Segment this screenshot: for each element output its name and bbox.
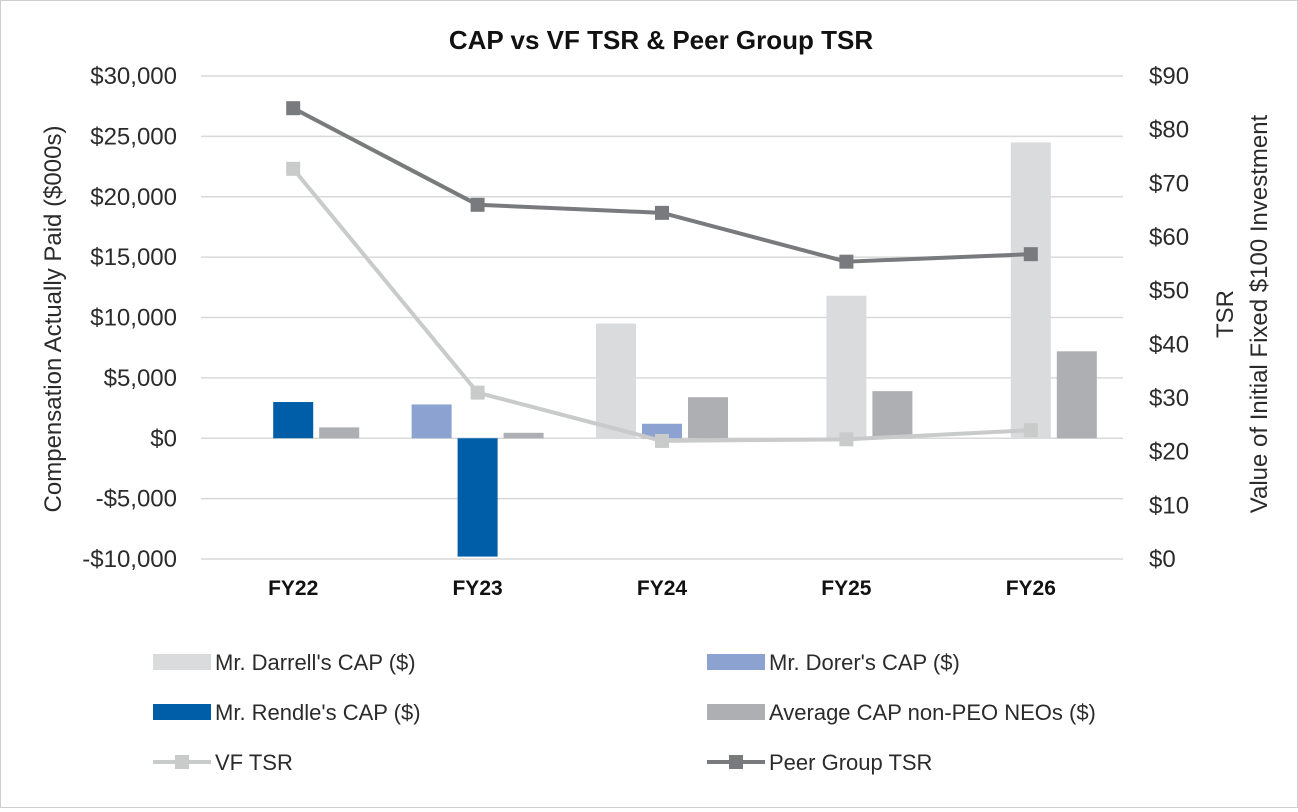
bar-mr-dorer-s-cap: [642, 423, 682, 439]
right-tick-label: $20: [1149, 439, 1189, 466]
peer-group-tsr-line: [292, 106, 1031, 264]
bar-average-cap-non-peo-neos: [688, 397, 728, 439]
left-tick-label: $20,000: [90, 184, 177, 211]
legend-swatch-mr-dorer-s-cap: [707, 654, 765, 670]
legend-label-peer-group-tsr: Peer Group TSR: [769, 750, 932, 775]
left-tick-label: $5,000: [104, 365, 177, 392]
bar-mr-rendle-s-cap: [457, 438, 498, 557]
bar-mr-dorer-s-cap: [411, 404, 452, 439]
left-tick-label: $0: [150, 425, 177, 452]
legend-marker-peer-group-tsr: [729, 755, 743, 769]
right-axis-title-line2: Value of Initial Fixed $100 Investment: [1246, 114, 1273, 513]
left-tick-label: -$5,000: [96, 486, 177, 513]
category-labels: FY22 FY23 FY24 FY25 FY26: [268, 577, 1056, 600]
left-tick-label: $15,000: [90, 244, 177, 271]
right-tick-label: $60: [1149, 224, 1189, 251]
peer-group-tsr-marker: [1023, 247, 1038, 262]
right-tick-label: $30: [1149, 385, 1189, 412]
peer-group-tsr-marker: [470, 197, 485, 212]
bar-mr-darrell-s-cap: [826, 295, 867, 439]
right-tick-label: $90: [1149, 63, 1189, 90]
bar-average-cap-non-peo-neos: [1056, 351, 1097, 439]
category-label: FY24: [637, 577, 688, 600]
left-tick-label: $10,000: [90, 305, 177, 332]
legend-label-mr-rendle-s-cap: Mr. Rendle's CAP ($): [215, 700, 421, 725]
left-axis-title: Compensation Actually Paid ($000s): [40, 126, 67, 513]
right-tick-label: $80: [1149, 117, 1189, 144]
peer-group-tsr-marker: [839, 254, 854, 269]
vf-tsr-marker: [1023, 423, 1038, 438]
legend-swatch-mr-rendle-s-cap: [153, 704, 211, 720]
legend-swatch-mr-darrell-s-cap: [153, 654, 211, 670]
gridlines: [201, 75, 1123, 560]
right-tick-label: $0: [1149, 546, 1176, 573]
vf-tsr-marker: [470, 385, 485, 400]
bar-mr-darrell-s-cap: [1010, 142, 1051, 439]
legend: Mr. Darrell's CAP ($) Mr. Dorer's CAP ($)…: [153, 650, 1096, 775]
category-label: FY25: [821, 577, 872, 600]
vf-tsr-marker: [839, 432, 854, 447]
peer-group-tsr-marker: [655, 205, 669, 220]
legend-marker-vf-tsr: [175, 755, 189, 769]
bar-average-cap-non-peo-neos: [503, 432, 544, 439]
right-axis-title-line1: TSR: [1212, 290, 1239, 338]
vf-tsr-marker: [655, 433, 669, 448]
right-tick-label: $70: [1149, 170, 1189, 197]
category-label: FY26: [1006, 577, 1056, 600]
category-label: FY23: [452, 577, 502, 600]
legend-label-mr-darrell-s-cap: Mr. Darrell's CAP ($): [215, 650, 416, 675]
left-tick-label: -$10,000: [82, 546, 177, 573]
right-tick-label: $50: [1149, 278, 1189, 305]
legend-label-average-cap-non-peo-neos: Average CAP non-PEO NEOs ($): [769, 700, 1096, 725]
bars: [273, 142, 1097, 557]
legend-swatch-average-cap-non-peo-neos: [707, 704, 765, 720]
bar-average-cap-non-peo-neos: [319, 427, 360, 439]
vf-tsr-marker: [286, 161, 301, 176]
left-tick-label: $25,000: [90, 123, 177, 150]
left-tick-label: $30,000: [90, 63, 177, 90]
right-tick-label: $10: [1149, 492, 1189, 519]
right-axis-ticks: $90 $80 $70 $60 $50 $40 $30 $20 $10 $0: [1149, 63, 1189, 573]
category-label: FY22: [268, 577, 318, 600]
right-tick-label: $40: [1149, 331, 1189, 358]
legend-label-vf-tsr: VF TSR: [215, 750, 293, 775]
left-axis-ticks: $30,000 $25,000 $20,000 $15,000 $10,000 $5,00…: [82, 63, 177, 573]
bar-average-cap-non-peo-neos: [872, 391, 913, 439]
bar-mr-rendle-s-cap: [273, 402, 314, 439]
chart-title: CAP vs VF TSR & Peer Group TSR: [449, 25, 874, 55]
legend-label-mr-dorer-s-cap: Mr. Dorer's CAP ($): [769, 650, 960, 675]
peer-group-tsr-marker: [286, 101, 301, 116]
tsr-lines: [286, 101, 1038, 448]
bar-mr-darrell-s-cap: [596, 323, 636, 439]
